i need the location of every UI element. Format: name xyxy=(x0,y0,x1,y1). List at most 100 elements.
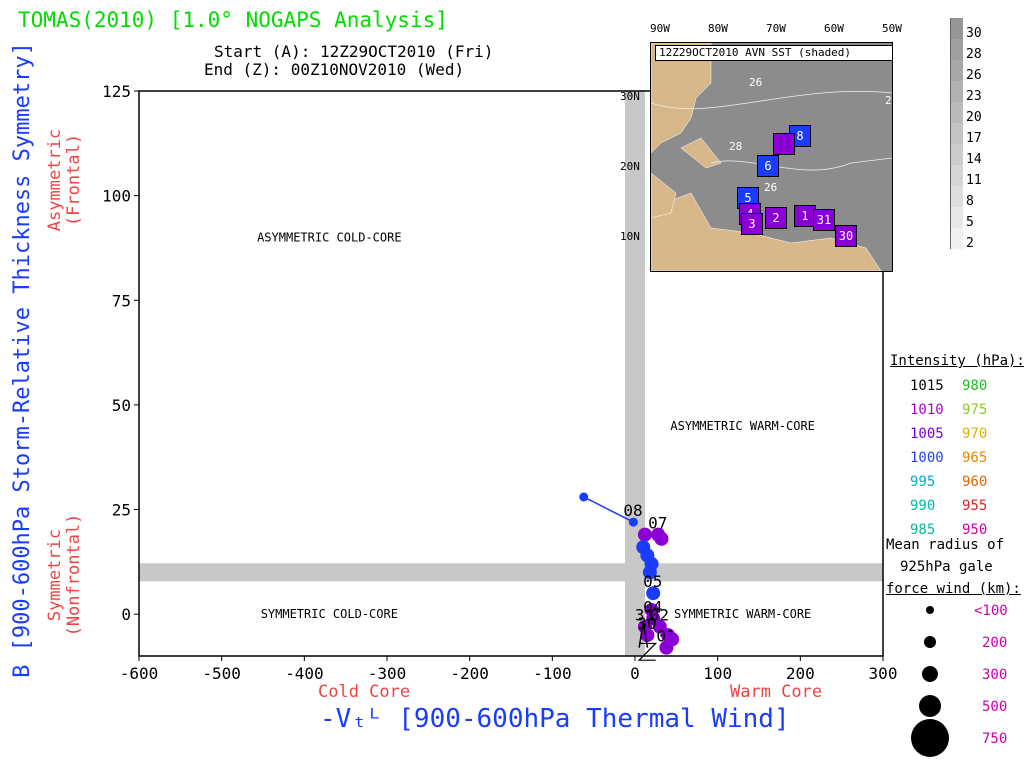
inset-track-box: 3 xyxy=(741,213,763,235)
x-tick-label: -200 xyxy=(450,664,489,683)
legend-intensity-entry: 960 xyxy=(962,474,988,490)
inset-longitude-label: 70W xyxy=(766,22,786,35)
radius-label: 750 xyxy=(982,731,1008,747)
colorbar-label: 26 xyxy=(966,68,982,83)
track-point xyxy=(642,565,657,580)
track-date-label: 31 xyxy=(635,606,654,625)
x-tick-label: -100 xyxy=(533,664,572,683)
inset-longitude-label: 50W xyxy=(882,22,902,35)
track-date-label: 08 xyxy=(623,501,642,520)
inset-track-box: 31 xyxy=(813,209,835,231)
inset-latitude-label: 10N xyxy=(620,230,640,243)
radius-label: 300 xyxy=(982,667,1008,683)
legend-intensity-entry: 965 xyxy=(962,450,988,466)
colorbar-label: 20 xyxy=(966,110,982,125)
colorbar-label: 5 xyxy=(966,215,974,230)
inset-track-box: 6 xyxy=(757,155,779,177)
end-marker-z xyxy=(637,642,658,661)
south-america-land xyxy=(651,192,882,271)
x-tick-label: -300 xyxy=(368,664,407,683)
legend-intensity-entry: 1000 xyxy=(910,450,944,466)
colorbar-swatch xyxy=(950,60,963,81)
colorbar-swatch xyxy=(950,39,963,60)
legend-intensity-entry: 980 xyxy=(962,378,988,394)
legend-intensity-entry: 1015 xyxy=(910,378,944,394)
y-tick-label: 0 xyxy=(121,605,131,624)
radius-marker xyxy=(924,636,936,648)
quadrant-label: ASYMMETRIC COLD-CORE xyxy=(257,230,402,244)
y-tick-label: 25 xyxy=(112,501,131,520)
legend-intensity-entry: 985 xyxy=(910,522,936,538)
inset-longitude-label: 90W xyxy=(650,22,670,35)
x-tick-label: 300 xyxy=(869,664,898,683)
inset-latitude-label: 20N xyxy=(620,160,640,173)
legend-intensity-entry: 970 xyxy=(962,426,988,442)
track-date-label: 02 xyxy=(650,606,669,625)
radius-title-3: force wind (km): xyxy=(886,581,1021,597)
warm-core-label: Warm Core xyxy=(730,682,823,702)
radius-label: <100 xyxy=(974,603,1008,619)
colorbar-label: 30 xyxy=(966,26,982,41)
inset-longitude-label: 80W xyxy=(708,22,728,35)
inset-map-shapes xyxy=(651,43,892,271)
end-time: End (Z): 00Z10NOV2010 (Wed) xyxy=(204,60,465,79)
track-line xyxy=(583,496,634,523)
colorbar-label: 2 xyxy=(966,236,974,251)
colorbar-label: 23 xyxy=(966,89,982,104)
radius-marker xyxy=(926,606,934,614)
x-tick-label: -500 xyxy=(202,664,241,683)
inset-sst-map: 12Z29OCT2010 AVN SST (shaded) 8654321313… xyxy=(650,42,893,272)
zero-thermal-wind-band xyxy=(625,91,645,656)
inset-track-box: 30 xyxy=(835,225,857,247)
colorbar-label: 17 xyxy=(966,131,982,146)
inset-latitude-label: 30N xyxy=(620,90,640,103)
chart-title: TOMAS(2010) [1.0° NOGAPS Analysis] xyxy=(18,8,448,32)
sst-contour-2 xyxy=(710,157,892,171)
track-point xyxy=(637,527,652,542)
colorbar-swatch xyxy=(950,123,963,144)
colorbar-label: 28 xyxy=(966,47,982,62)
track-point xyxy=(654,531,669,546)
track-point xyxy=(640,628,655,643)
colorbar-label: 14 xyxy=(966,152,982,167)
y-tick-label: 50 xyxy=(112,396,131,415)
inset-latitude-labels: 30N 20N 10N xyxy=(620,90,650,250)
start-marker-a xyxy=(638,622,649,648)
track-date-label: 04 xyxy=(643,597,662,616)
x-tick-label: -600 xyxy=(120,664,159,683)
legend-intensity-entry: 990 xyxy=(910,498,936,514)
inset-contour-28: 28 xyxy=(729,140,743,153)
legend-intensity-entry: 1005 xyxy=(910,426,944,442)
inset-title: 12Z29OCT2010 AVN SST (shaded) xyxy=(655,45,892,61)
track-point xyxy=(579,492,589,502)
symmetry-threshold-band xyxy=(139,563,883,582)
colorbar-swatch xyxy=(950,165,963,186)
colorbar-swatch xyxy=(950,186,963,207)
colorbar-swatch xyxy=(950,18,963,39)
inset-track-box xyxy=(773,133,795,155)
colorbar-label: 8 xyxy=(966,194,974,209)
legend-intensity-entry: 955 xyxy=(962,498,988,514)
y-tick-label: 75 xyxy=(112,291,131,310)
colorbar-swatch xyxy=(950,102,963,123)
y-tick-label: 100 xyxy=(102,187,131,206)
radius-marker xyxy=(919,695,941,717)
start-time: Start (A): 12Z29OCT2010 (Fri) xyxy=(214,42,494,61)
legend-intensity-entry: 995 xyxy=(910,474,936,490)
radius-title-1: Mean radius of xyxy=(886,537,1005,553)
colorbar-swatch xyxy=(950,228,963,249)
track-point xyxy=(664,632,679,647)
x-tick-label: -400 xyxy=(285,664,324,683)
sst-contour xyxy=(651,90,892,110)
quadrant-label: SYMMETRIC WARM-CORE xyxy=(674,607,811,621)
radius-title-2: 925hPa gale xyxy=(900,559,993,575)
track-date-label: 05 xyxy=(643,572,662,591)
inset-longitude-labels: 90W 80W 70W 60W 50W xyxy=(650,22,950,36)
inset-track-box: 2 xyxy=(765,207,787,229)
sst-colorbar: 30 28 26 23 20 17 14 11 8 5 2 xyxy=(950,18,1020,268)
radius-label: 200 xyxy=(982,635,1008,651)
quadrant-label: SYMMETRIC COLD-CORE xyxy=(261,607,398,621)
inset-contour-26a: 26 xyxy=(749,76,763,89)
y-tick-label: 125 xyxy=(102,82,131,101)
central-america-land xyxy=(651,172,677,219)
